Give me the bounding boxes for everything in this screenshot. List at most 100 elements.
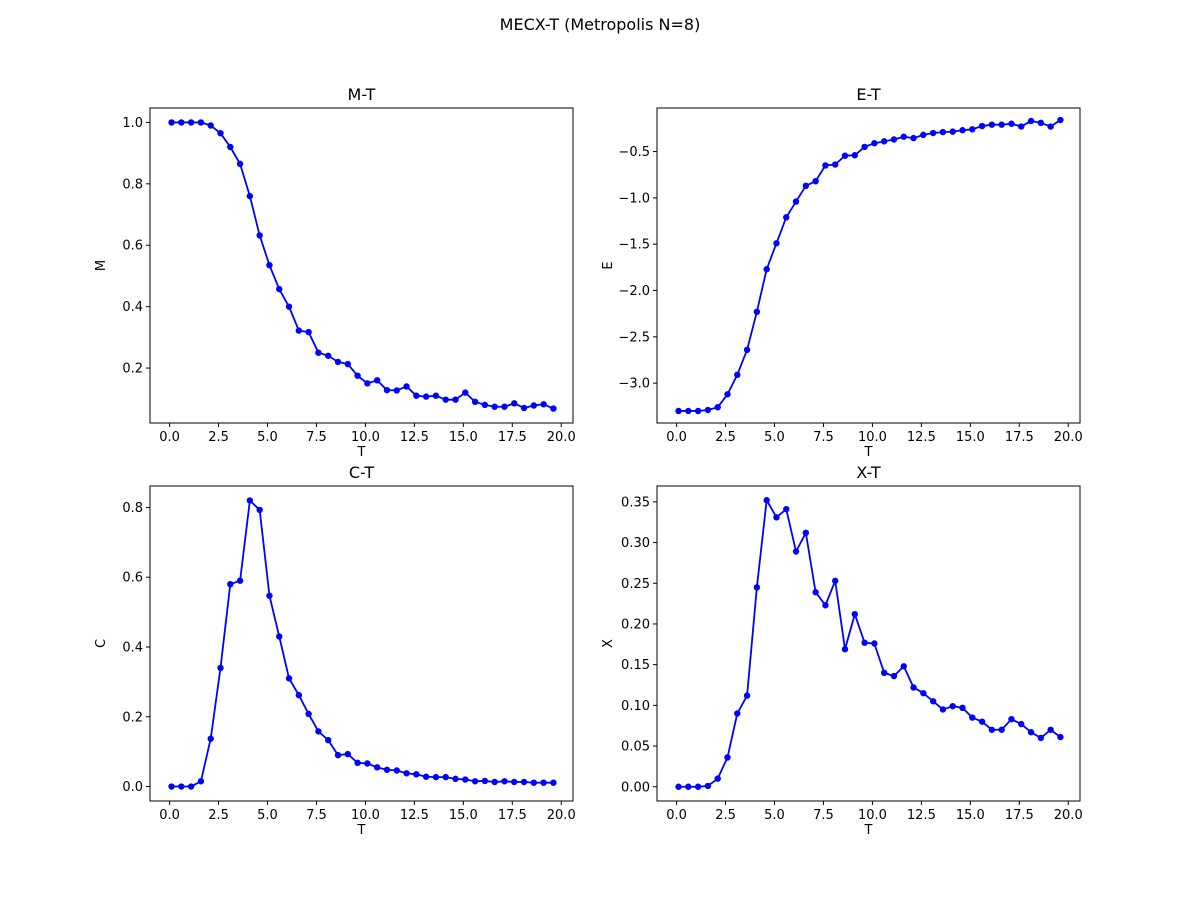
e-t-y-tick-label: −2.5 [618,330,650,345]
e-t-series-line [678,119,1061,412]
m-t-x-tick-label: 10.0 [351,430,380,445]
m-t-data-point [325,352,332,359]
m-t-data-point [246,192,254,200]
c-t-data-point [227,580,234,588]
c-t-data-point [236,577,244,584]
x-t-data-point [998,726,1005,733]
e-t-data-point [988,121,996,128]
m-t-data-point [462,389,469,396]
m-t-xlabel: T [357,445,366,460]
e-t-y-tick-label: −1.5 [618,238,650,253]
e-t-y-tick-label: −3.0 [618,377,650,392]
x-t-data-point [792,548,800,555]
c-t-data-point [422,773,430,780]
c-t-x-tick-label: 7.5 [306,808,327,823]
c-t-x-tick-label: 2.5 [208,808,229,823]
x-t-y-tick-label: 0.05 [621,740,650,755]
e-t-data-point [929,129,937,137]
e-t-data-point [1037,119,1045,127]
c-t-xlabel: T [357,823,366,838]
m-t-series-line [171,121,554,410]
c-t-data-point [393,767,400,774]
e-t-data-point [743,346,751,354]
e-t-data-point [773,240,780,247]
m-t-axes-frame [149,107,574,424]
x-t-data-point [861,639,868,646]
m-t-data-point [344,360,351,368]
e-t-data-point [783,214,790,221]
c-t-y-tick-label: 0.6 [122,571,143,586]
m-t-x-tick-label: 12.5 [400,430,429,445]
e-t-data-point [792,198,800,205]
c-t-axes-frame [149,485,574,802]
x-t-data-point [959,704,966,712]
e-t-data-point [959,127,966,134]
x-t-data-point [929,698,937,705]
c-t-data-point [540,779,547,786]
c-t-data-point [530,779,538,786]
m-t-data-point [383,386,391,394]
c-t-data-point [178,783,185,790]
m-t-data-point [373,377,381,384]
e-t-data-point [832,161,839,168]
x-t-data-point [773,514,780,521]
m-t-data-point [471,398,479,406]
e-t-data-point [861,143,868,151]
e-t-data-point [939,128,947,136]
x-t-data-point [880,669,888,677]
x-t-data-point [1057,733,1064,741]
x-t-data-point [832,577,839,585]
c-t-data-point [432,773,440,781]
m-t-x-tick-label: 7.5 [306,430,327,445]
x-t-data-point [920,689,927,697]
m-t-x-tick-label: 15.0 [449,430,478,445]
c-t-data-point [442,773,449,781]
m-t-data-point [285,303,293,310]
c-t-data-point [403,770,410,777]
e-t-data-point [1057,116,1064,124]
c-t-title: C-T [349,463,374,482]
e-t-x-tick-label: 12.5 [907,430,936,445]
x-t-ylabel: X [601,639,616,648]
x-t-x-tick-label: 0.0 [666,808,687,823]
c-t-ylabel: C [94,639,109,648]
x-t-x-tick-label: 2.5 [715,808,736,823]
e-t-data-point [890,136,898,143]
m-t-data-point [227,143,234,151]
m-t-data-point [217,129,224,137]
m-t-data-point [452,396,459,403]
m-t-y-tick-label: 1.0 [122,116,143,131]
c-t-y-tick-label: 0.8 [122,501,143,516]
e-t-x-tick-label: 2.5 [715,430,736,445]
e-t-data-point [694,407,702,415]
x-t-data-point [812,589,819,596]
m-t-data-point [295,327,303,334]
x-t-y-tick-label: 0.15 [621,658,650,673]
m-t-data-point [432,392,440,399]
c-t-data-point [501,778,508,785]
m-t-data-point [403,383,410,390]
x-t-data-point [694,783,702,790]
m-t-data-point [422,393,430,400]
e-t-data-point [998,121,1005,128]
x-t-data-point [988,726,996,733]
c-t-y-tick-label: 0.2 [122,710,143,725]
panel-m-t: M-T 0.0 2.5 5.0 7.5 10.0 12.5 15.0 17.5 20.0 0.2 0.… [94,85,576,460]
c-t-series-line [171,499,554,788]
c-t-data-point [266,592,273,599]
c-t-data-point [471,778,479,785]
m-t-data-point [334,358,342,366]
m-t-y-tick-label: 0.2 [122,362,143,377]
e-t-data-point [978,122,986,130]
m-t-x-tick-label: 17.5 [498,430,527,445]
x-t-data-point [822,602,829,609]
x-t-data-point [743,692,751,699]
x-t-data-point [900,663,907,670]
c-t-data-point [334,751,342,759]
e-t-data-point [763,266,770,273]
m-t-data-point [256,232,263,239]
c-t-data-point [315,728,322,735]
c-t-data-point [197,778,205,785]
m-t-y-tick-label: 0.6 [122,239,143,254]
m-t-data-point [207,122,214,129]
